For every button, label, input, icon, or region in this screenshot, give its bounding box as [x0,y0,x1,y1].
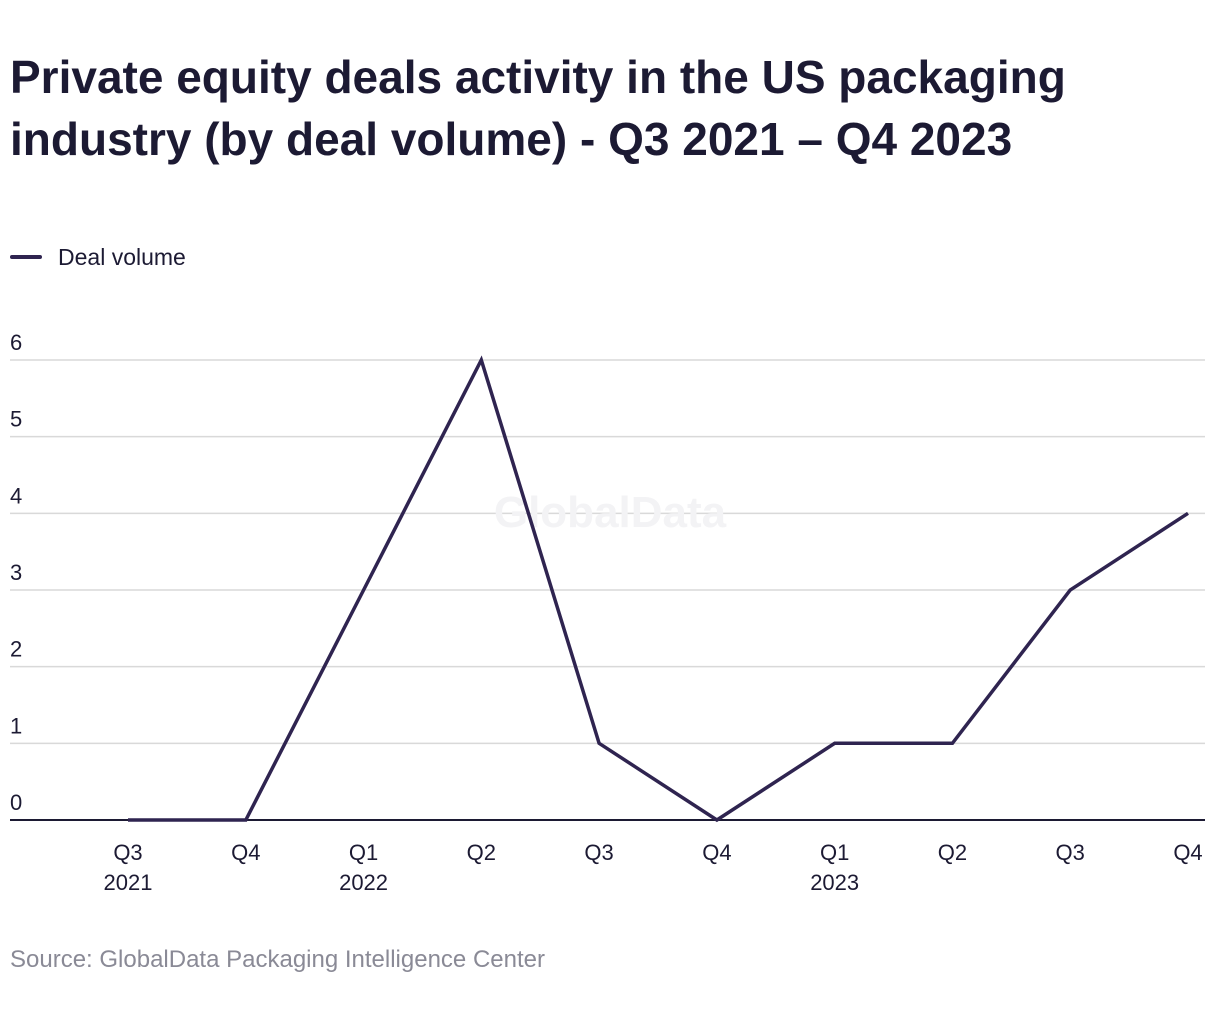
x-tick-label: Q1 [349,840,378,865]
y-tick-label: 3 [10,560,22,585]
y-tick-label: 2 [10,637,22,662]
x-tick-label: Q4 [1173,840,1202,865]
y-tick-label: 5 [10,407,22,432]
y-tick-label: 0 [10,790,22,815]
y-tick-label: 1 [10,713,22,738]
x-tick-label: Q4 [231,840,260,865]
x-tick-label: Q2 [467,840,496,865]
legend: Deal volume [10,242,186,272]
x-tick-label: Q3 [113,840,142,865]
grid-lines [10,359,1205,745]
x-tick-label: Q2 [938,840,967,865]
x-tick-label: Q1 [820,840,849,865]
source-note: Source: GlobalData Packaging Intelligenc… [10,946,545,973]
x-tick-label: Q4 [702,840,731,865]
series-line-deal-volume [128,355,1189,823]
legend-swatch [10,255,42,259]
y-tick-labels: 0 1 2 3 4 5 6 [10,330,22,815]
x-tick-label: Q3 [1056,840,1085,865]
x-tick-label: Q3 [584,840,613,865]
x-tick-label: 2021 [104,870,153,895]
legend-label: Deal volume [58,243,186,270]
x-tick-label: 2023 [810,870,859,895]
y-tick-label: 4 [10,483,22,508]
y-tick-label: 6 [10,330,22,355]
chart-title: Private equity deals activity in the US … [10,51,1066,165]
x-tick-label: 2022 [339,870,388,895]
x-tick-labels: Q3 2021 Q4 Q1 2022 Q2 Q3 Q4 Q1 2023 Q2 Q3 Q4 [104,840,1203,895]
